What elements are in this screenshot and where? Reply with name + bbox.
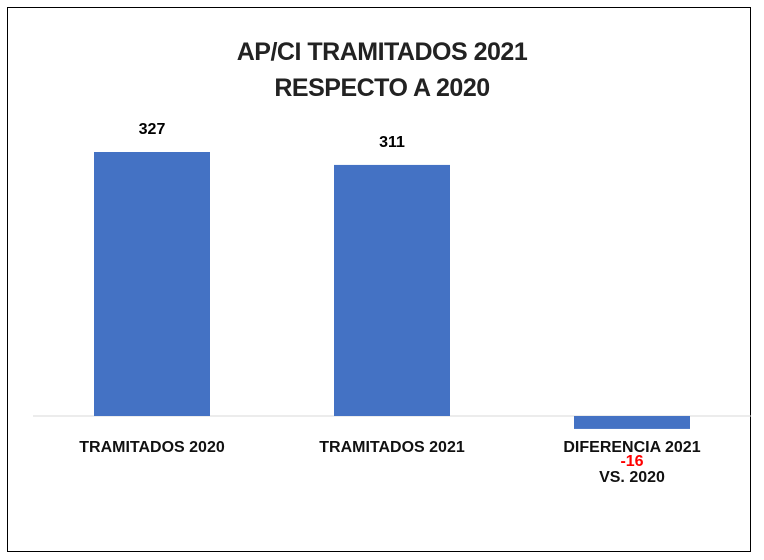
x-tick-label: TRAMITADOS 2021 — [319, 439, 465, 456]
bar — [94, 152, 210, 416]
data-label: 327 — [139, 121, 166, 138]
x-tick-label: DIFERENCIA 2021 VS. 2020 — [563, 439, 701, 486]
bar — [574, 416, 690, 429]
data-label: -16 — [620, 453, 643, 470]
chart-title: AP/CI TRAMITADOS 2021 RESPECTO A 2020 — [236, 38, 528, 102]
chart-frame — [7, 7, 751, 552]
x-tick-label: TRAMITADOS 2020 — [79, 439, 225, 456]
data-label: 311 — [379, 134, 405, 151]
bar — [334, 164, 450, 416]
